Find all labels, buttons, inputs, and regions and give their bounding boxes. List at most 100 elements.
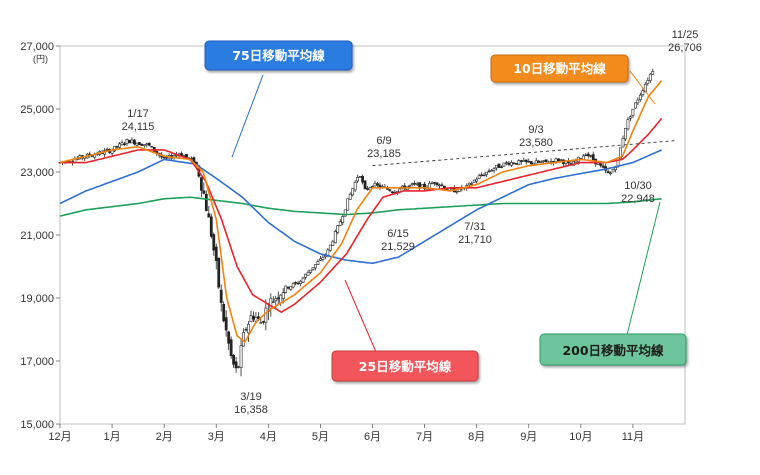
x-tick-label: 5月 <box>312 431 329 443</box>
candle-body <box>505 162 508 164</box>
annotation-date: 11/25 <box>672 29 699 41</box>
candle-body <box>512 162 516 165</box>
candle-body <box>259 322 263 324</box>
y-tick-label: 19,000 <box>20 293 54 305</box>
candle-body <box>621 138 625 148</box>
candle-body <box>497 163 501 168</box>
candle-body <box>247 323 250 334</box>
candle-body <box>599 163 603 166</box>
candle-body <box>343 209 347 217</box>
candle-body <box>319 258 322 261</box>
candle-body <box>559 159 563 161</box>
candle-body <box>542 160 546 162</box>
candle-body <box>257 316 260 319</box>
candle-body <box>629 116 632 119</box>
candle-body <box>638 94 642 101</box>
annotation-value: 16,358 <box>234 404 268 416</box>
candle-body <box>410 183 414 186</box>
candle-body <box>296 282 300 285</box>
candle-body <box>150 146 154 148</box>
candle-body <box>314 264 317 269</box>
candle-body <box>133 139 136 145</box>
candle-body <box>549 160 553 163</box>
candle-body <box>485 171 488 175</box>
candle-body <box>185 154 188 158</box>
candle-body <box>214 246 218 261</box>
candle-body <box>376 183 379 186</box>
annotation-date: 3/19 <box>240 391 261 403</box>
candle-body <box>309 269 312 273</box>
candle-body <box>455 191 459 193</box>
candle-body <box>237 366 240 368</box>
candle-body <box>301 277 305 283</box>
candle-body <box>589 155 593 157</box>
candle-body <box>135 142 139 146</box>
candle-body <box>222 304 226 322</box>
candle-body <box>284 285 288 293</box>
annotation-7-31: 7/31 21,710 <box>458 221 492 246</box>
candle-body <box>128 139 131 144</box>
candle-body <box>480 174 484 176</box>
candle-body <box>584 154 588 157</box>
ma75-line <box>59 149 662 265</box>
candle-body <box>212 234 216 251</box>
candle-body <box>115 145 119 148</box>
candle-body <box>522 160 526 162</box>
candle-body <box>514 163 518 165</box>
candle-body <box>388 189 392 192</box>
annotation-9-3: 9/3 23,580 <box>519 124 553 149</box>
candle-body <box>507 162 511 165</box>
candle-body <box>475 178 479 182</box>
candle-body <box>358 176 362 178</box>
candle-body <box>125 139 129 144</box>
y-tick-label: 21,000 <box>20 230 54 242</box>
candle-body <box>373 182 377 187</box>
annotation-6-15: 6/15 21,529 <box>381 228 415 253</box>
candle-body <box>487 170 491 173</box>
candle-body <box>415 183 419 185</box>
candle-body <box>289 286 293 290</box>
label-ma10-box <box>490 54 629 83</box>
candle-body <box>336 225 340 233</box>
x-tick-label: 10月 <box>569 431 592 443</box>
y-unit-label: (円) <box>33 54 48 64</box>
label-ma75-box <box>204 40 353 71</box>
candle-body <box>606 171 610 174</box>
candle-body <box>495 164 498 169</box>
candle-body <box>118 143 121 148</box>
candle-body <box>611 169 615 173</box>
annotation-date: 6/15 <box>387 228 408 240</box>
ma10-line <box>59 80 663 344</box>
candle-body <box>346 198 350 211</box>
candle-body <box>209 216 213 237</box>
candle-body <box>286 286 290 289</box>
candle-body <box>557 158 560 162</box>
candle-body <box>519 160 523 162</box>
candle-body <box>413 183 417 185</box>
candle-body <box>363 180 367 190</box>
annotation-date: 10/30 <box>624 180 652 192</box>
annotation-date: 9/3 <box>528 124 543 136</box>
candle-body <box>472 179 476 183</box>
annotation-date: 6/9 <box>376 135 391 147</box>
candle-body <box>199 177 203 191</box>
candle-body <box>438 184 441 187</box>
candle-body <box>624 127 627 140</box>
candle-body <box>440 184 444 186</box>
ma25-line <box>60 117 663 314</box>
candle-body <box>311 267 315 270</box>
candle-body <box>321 257 325 260</box>
annotation-value: 23,185 <box>367 148 401 160</box>
candle-body <box>137 142 141 146</box>
candle-body <box>482 174 486 177</box>
annotation-3-19: 3/19 16,358 <box>234 391 268 416</box>
candle-body <box>619 147 622 160</box>
candle-body <box>276 297 280 300</box>
candle-body <box>252 315 255 320</box>
resistance-line <box>372 140 678 167</box>
annotation-10-30: 10/30 22,948 <box>621 180 655 205</box>
candle-body <box>633 102 637 109</box>
candle-body <box>207 213 211 218</box>
candle-body <box>517 160 521 166</box>
candle-body <box>366 188 369 190</box>
